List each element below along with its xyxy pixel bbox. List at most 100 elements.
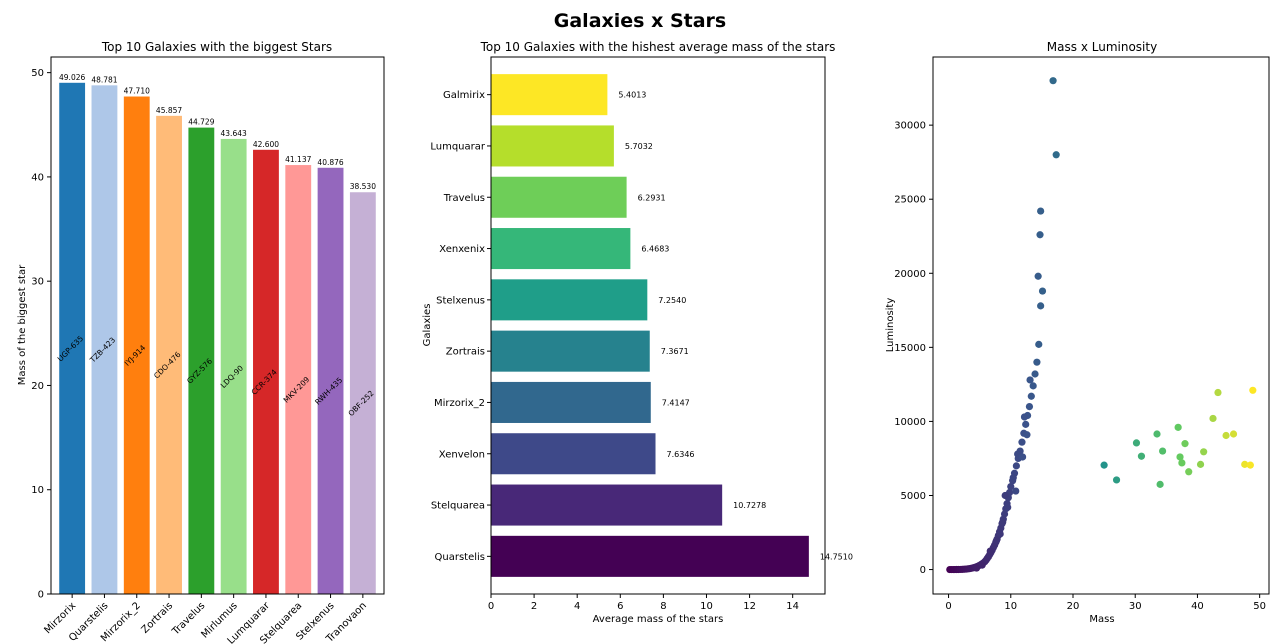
chart2-xtick-label: 8 (660, 601, 666, 612)
chart1-value-label: 48.781 (91, 75, 117, 84)
chart3-point (1196, 460, 1205, 468)
chart3-point (1200, 448, 1208, 456)
chart3-ytick-label: 30000 (894, 121, 926, 132)
chart3-point (1214, 388, 1222, 397)
chart3-point (1035, 340, 1043, 348)
chart3-xtick-label: 10 (1004, 601, 1017, 612)
chart3-point (1027, 392, 1035, 400)
chart3-xtick-label: 50 (1253, 601, 1266, 612)
chart1-xtick-label: Zortrais (140, 600, 176, 636)
chart1-value-label: 44.729 (188, 118, 214, 127)
chart2-title: Top 10 Galaxies with the hishest average… (480, 40, 836, 54)
chart1-ytick-label: 0 (38, 590, 44, 601)
chart1-bar (156, 115, 182, 594)
chart1-value-label: 42.600 (253, 140, 279, 149)
chart3-point (1007, 483, 1015, 491)
chart3-ylabel: Luminosity (885, 298, 896, 353)
chart2-ytick-label: Stelquarea (431, 501, 485, 512)
chart2-ytick-label: Lumquarar (430, 141, 486, 152)
chart3-point (1132, 439, 1141, 447)
chart2-value-label: 14.7510 (820, 552, 853, 561)
chart3-point (1038, 287, 1047, 295)
chart2-xlabel: Average mass of the stars (593, 614, 724, 625)
chart1-bar (123, 96, 150, 594)
chart2-ytick-label: Galmirix (443, 90, 485, 101)
chart3-point (986, 547, 994, 555)
chart3-ytick-label: 25000 (894, 195, 926, 206)
chart1-bar (253, 149, 279, 594)
chart3-ytick-label: 20000 (894, 269, 926, 280)
chart2-bar (491, 433, 656, 475)
chart2-xtick-label: 12 (743, 601, 756, 612)
chart2-xtick-label: 6 (617, 601, 623, 612)
chart3-point (1209, 414, 1217, 423)
chart2-value-label: 6.2931 (638, 193, 666, 202)
figure-title: Galaxies x Stars (554, 10, 726, 32)
chart3-point (1176, 453, 1184, 461)
chart2-value-label: 7.4147 (662, 398, 690, 407)
chart2-value-label: 7.2540 (658, 296, 686, 305)
chart1-title: Top 10 Galaxies with the biggest Stars (101, 40, 332, 54)
chart3-point (1018, 438, 1026, 446)
chart3-xtick-label: 40 (1191, 601, 1204, 612)
chart2-bar (491, 484, 723, 526)
chart1-ytick-label: 10 (31, 485, 44, 496)
chart-mass-luminosity: Mass x Luminosity Mass Luminosity 0 10 20 3… (885, 40, 1270, 625)
chart1-bar (220, 138, 247, 594)
chart3-point (1012, 462, 1020, 470)
chart3-point (1020, 413, 1029, 421)
chart3-point (996, 530, 1004, 538)
chart3-point (1023, 431, 1031, 439)
chart2-ytick-label: Xenxenix (439, 244, 485, 255)
chart3-point (1159, 447, 1167, 455)
chart2-value-label: 6.4683 (641, 245, 669, 254)
chart2-bar (491, 74, 608, 116)
chart3-point (992, 537, 1001, 545)
chart2-ytick-label: Quarstelis (435, 552, 486, 563)
chart1-value-label: 49.026 (59, 73, 85, 82)
chart2-bar (491, 330, 650, 372)
chart-average-mass: Top 10 Galaxies with the hishest average… (422, 40, 853, 625)
chart3-point (1100, 461, 1108, 469)
chart3-point (1156, 480, 1164, 488)
chart3-point (1185, 468, 1193, 476)
chart2-axes-frame (490, 56, 826, 595)
chart3-point (1246, 461, 1254, 469)
chart2-bar (491, 279, 648, 321)
chart3-point (1026, 376, 1034, 384)
chart1-value-label: 47.710 (124, 87, 150, 96)
chart2-bar (491, 228, 631, 270)
chart3-point (1153, 430, 1161, 438)
chart3-point (1049, 77, 1057, 85)
chart3-point (1222, 431, 1230, 440)
chart3-point (1181, 440, 1189, 448)
chart2-value-label: 7.6346 (667, 450, 695, 459)
chart3-axes-frame (932, 56, 1270, 595)
chart3-point (1034, 272, 1042, 280)
chart3-title: Mass x Luminosity (1047, 40, 1157, 54)
chart3-point (1178, 459, 1186, 467)
chart3-ytick-label: 15000 (894, 343, 926, 354)
chart2-ytick-label: Stelxenus (436, 295, 485, 306)
chart3-point (1241, 460, 1249, 468)
chart3-xtick-label: 30 (1129, 601, 1142, 612)
chart2-xtick-label: 10 (700, 601, 713, 612)
chart3-point (1037, 207, 1045, 215)
chart3-point (1025, 403, 1034, 411)
chart1-bar (285, 165, 312, 594)
chart1-axes-frame (50, 56, 385, 595)
chart2-value-label: 7.3671 (661, 347, 689, 356)
chart2-xtick-label: 14 (786, 601, 799, 612)
chart1-bar (349, 192, 376, 594)
chart3-point (1037, 302, 1045, 310)
chart3-point (1004, 503, 1012, 511)
chart3-xlabel: Mass (1089, 614, 1114, 625)
chart1-ylabel: Mass of the biggest star (17, 264, 28, 385)
chart3-ytick-label: 0 (920, 565, 926, 576)
chart2-value-label: 10.7278 (733, 501, 766, 510)
chart2-value-label: 5.7032 (625, 142, 653, 151)
chart3-point (1033, 358, 1041, 366)
chart1-value-label: 43.643 (221, 129, 247, 138)
chart1-ytick-label: 20 (31, 381, 44, 392)
chart3-point (1112, 476, 1121, 484)
